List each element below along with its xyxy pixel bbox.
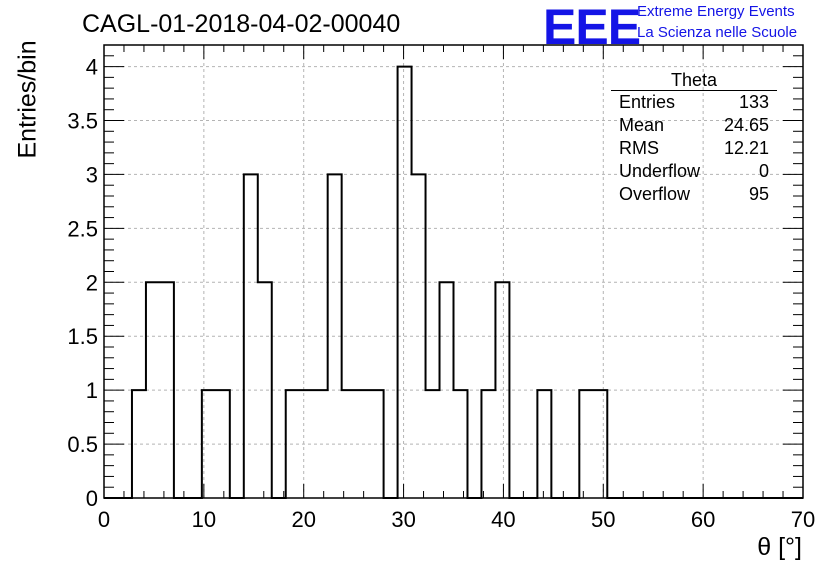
stats-box: Theta Entries 133 Mean 24.65 RMS 12.21 Unde… (611, 70, 777, 206)
y-tick-label: 3 (86, 162, 98, 187)
x-tick-label: 40 (491, 507, 515, 532)
x-tick-label: 0 (98, 507, 110, 532)
eee-logo: EEE (543, 0, 641, 55)
x-tick-label: 60 (691, 507, 715, 532)
logo-line-1: Extreme Energy Events (637, 3, 795, 20)
stats-value: 0 (758, 161, 769, 181)
y-tick-label: 4 (86, 55, 98, 80)
y-tick-label: 0 (86, 486, 98, 511)
x-tick-label: 50 (591, 507, 615, 532)
stats-label: Overflow (619, 184, 691, 204)
stats-label: Underflow (619, 161, 701, 181)
y-tick-label: 3.5 (67, 109, 98, 134)
stats-row: Entries 133 (611, 91, 777, 114)
x-tick-label: 20 (291, 507, 315, 532)
y-tick-label: 2 (86, 270, 98, 295)
stats-value: 12.21 (723, 138, 769, 158)
y-tick-label: 0.5 (67, 432, 98, 457)
stats-label: Entries (619, 92, 676, 112)
stats-value: 133 (738, 92, 769, 112)
stats-row: Overflow 95 (611, 183, 777, 206)
stats-value: 95 (748, 184, 769, 204)
stats-row: RMS 12.21 (611, 137, 777, 160)
stats-row: Mean 24.65 (611, 114, 777, 137)
y-tick-label: 1 (86, 378, 98, 403)
stats-label: Mean (619, 115, 665, 135)
stats-label: RMS (619, 138, 659, 158)
chart-title: CAGL-01-2018-04-02-00040 (82, 10, 401, 38)
y-tick-label: 2.5 (67, 216, 98, 241)
y-tick-label: 1.5 (67, 324, 98, 349)
x-tick-label: 70 (791, 507, 815, 532)
x-tick-label: 30 (391, 507, 415, 532)
x-axis-label: θ [°] (757, 533, 802, 561)
x-tick-label: 10 (192, 507, 216, 532)
stats-row: Underflow 0 (611, 160, 777, 183)
y-axis-label: Entries/bin (13, 40, 42, 159)
logo-line-2: La Scienza nelle Scuole (637, 24, 798, 41)
stats-title: Theta (611, 70, 777, 91)
stats-value: 24.65 (723, 115, 769, 135)
